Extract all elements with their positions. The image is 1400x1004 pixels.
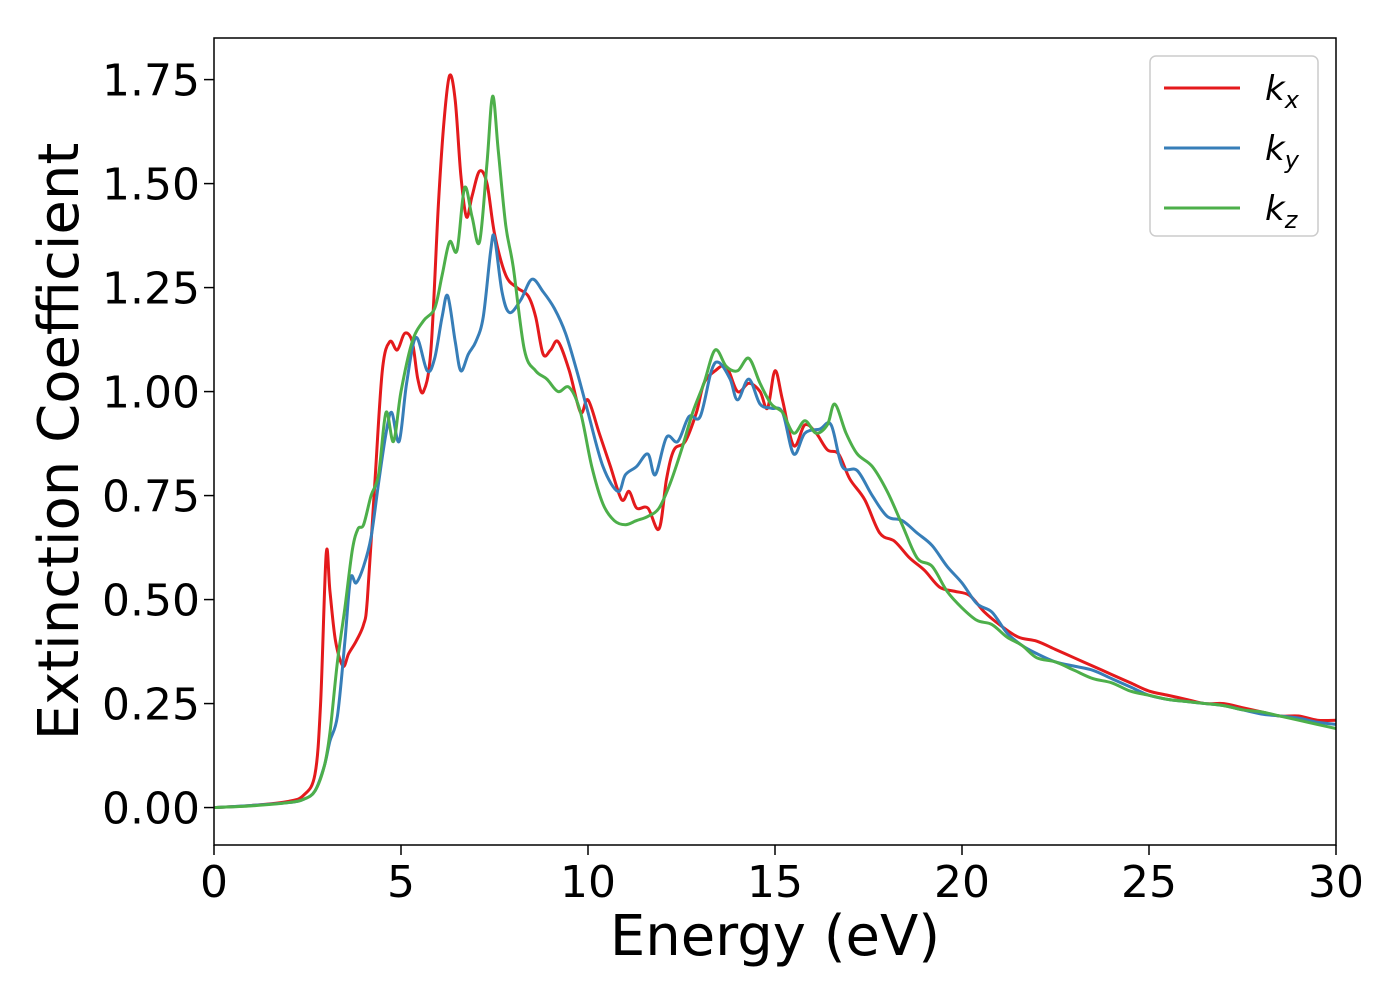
y-tick-label: 0.25 xyxy=(102,680,200,731)
x-tick-label: 30 xyxy=(1308,857,1364,908)
x-tick-label: 5 xyxy=(387,857,415,908)
y-axis: 0.00 0.25 0.50 0.75 1.00 1.25 1.50 1.75 xyxy=(102,56,214,835)
x-tick-label: 15 xyxy=(747,857,803,908)
y-axis-title: Extinction Coefficient xyxy=(27,143,92,741)
y-tick-label: 0.50 xyxy=(102,576,200,627)
legend: kx ky kz xyxy=(1149,55,1319,237)
y-tick-label: 1.00 xyxy=(102,368,200,419)
y-tick-label: 1.75 xyxy=(102,56,200,107)
legend-label-ky: ky xyxy=(1265,129,1300,174)
y-tick-label: 0.00 xyxy=(102,784,200,835)
x-axis-title: Energy (eV) xyxy=(610,904,940,969)
x-axis: 0 5 10 15 20 25 30 xyxy=(200,845,1364,908)
legend-label-kz: kz xyxy=(1265,189,1299,234)
y-tick-label: 1.50 xyxy=(102,160,200,211)
series-line-kz xyxy=(214,94,1336,810)
series-line-kx xyxy=(214,73,1336,810)
legend-label-kx: kx xyxy=(1265,69,1300,114)
x-tick-label: 0 xyxy=(200,857,228,908)
x-tick-label: 20 xyxy=(934,857,990,908)
x-tick-label: 25 xyxy=(1121,857,1177,908)
legend-box xyxy=(1149,55,1319,237)
series-layer xyxy=(214,73,1336,810)
series-line-ky xyxy=(214,233,1336,810)
y-tick-label: 0.75 xyxy=(102,472,200,523)
y-tick-label: 1.25 xyxy=(102,264,200,315)
x-tick-label: 10 xyxy=(560,857,616,908)
